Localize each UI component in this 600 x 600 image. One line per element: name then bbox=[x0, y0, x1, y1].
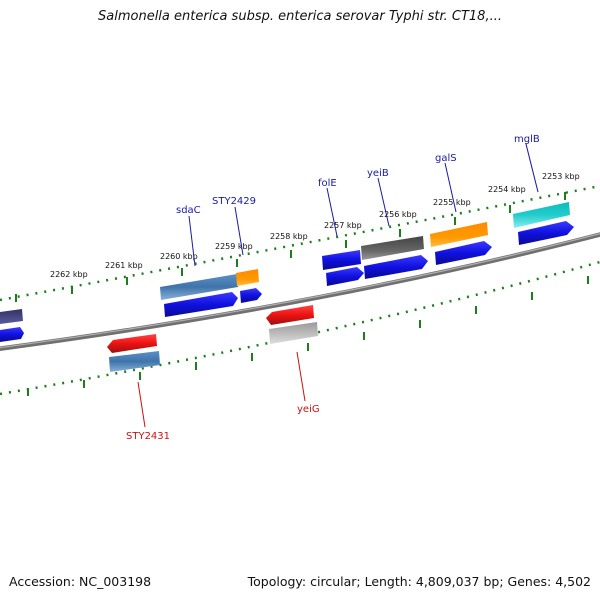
gene-feature[interactable] bbox=[361, 236, 424, 260]
gene-feature[interactable] bbox=[430, 222, 488, 247]
forward-major-ticks bbox=[15, 192, 566, 302]
gene-feature[interactable] bbox=[107, 334, 157, 353]
kbp-label: 2259 kbp bbox=[215, 242, 253, 251]
cds-arrow[interactable] bbox=[518, 221, 574, 245]
kbp-label: 2262 kbp bbox=[50, 270, 88, 279]
kbp-label: 2257 kbp bbox=[324, 221, 362, 230]
cds-arrow[interactable] bbox=[364, 255, 428, 279]
gene-label: folE bbox=[318, 178, 337, 189]
gene-feature[interactable] bbox=[322, 250, 361, 270]
gene-feature[interactable] bbox=[109, 351, 160, 372]
genome-summary-text: Topology: circular; Length: 4,809,037 bp… bbox=[247, 574, 591, 589]
forward-ruler bbox=[0, 184, 600, 302]
cds-arrow[interactable] bbox=[435, 241, 492, 265]
kbp-label: 2253 kbp bbox=[542, 172, 580, 181]
cds-arrow[interactable] bbox=[164, 292, 238, 317]
cds-arrow[interactable] bbox=[240, 288, 262, 303]
gene-feature[interactable] bbox=[236, 269, 259, 286]
gene-feature[interactable] bbox=[513, 202, 570, 228]
gene-label: mglB bbox=[514, 134, 540, 145]
map-title: Salmonella enterica subsp. enterica sero… bbox=[98, 9, 502, 24]
gene-feature[interactable] bbox=[160, 274, 238, 300]
gene-label: STY2429 bbox=[212, 196, 256, 207]
gene-label: sdaC bbox=[176, 205, 201, 216]
reverse-major-ticks bbox=[27, 276, 589, 396]
genome-backbone bbox=[0, 232, 600, 351]
gene-label: STY2431 bbox=[126, 431, 170, 442]
gene-feature[interactable] bbox=[0, 309, 23, 324]
accession-text: Accession: NC_003198 bbox=[9, 574, 152, 589]
leader-lines-reverse bbox=[137, 351, 306, 428]
leader-lines-forward bbox=[188, 143, 539, 267]
kbp-label: 2258 kbp bbox=[270, 232, 308, 241]
gene-feature[interactable] bbox=[269, 322, 318, 344]
gene-feature[interactable] bbox=[266, 305, 314, 325]
gene-label: galS bbox=[435, 153, 457, 164]
cds-arrow[interactable] bbox=[0, 327, 24, 342]
kbp-label: 2260 kbp bbox=[160, 252, 198, 261]
kbp-label: 2255 kbp bbox=[433, 198, 471, 207]
gene-label: yeiG bbox=[297, 404, 320, 415]
kbp-label: 2261 kbp bbox=[105, 261, 143, 270]
gene-label: yeiB bbox=[367, 168, 389, 179]
cds-arrow[interactable] bbox=[326, 267, 364, 286]
kbp-label: 2254 kbp bbox=[488, 185, 526, 194]
kbp-label: 2256 kbp bbox=[379, 210, 417, 219]
